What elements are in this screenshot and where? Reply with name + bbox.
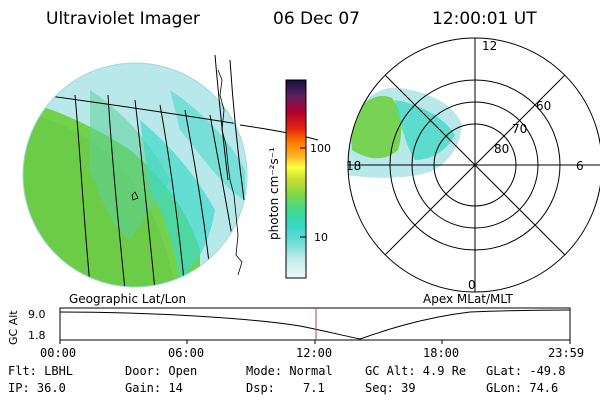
apex-label: Apex MLat/MLT [423,292,513,306]
time-tick-2: 12:00 [296,346,333,360]
ip-info: IP: 36.0 [8,381,66,395]
time-tick-3: 18:00 [423,346,460,360]
colorbar-unit-label: photon cm⁻²s⁻¹ [267,147,281,240]
mode-info: Mode: Normal [246,364,333,378]
gain-info: Gain: 14 [125,381,183,395]
colorbar-label-100: 100 [310,142,331,155]
time-tick-4: 23:59 [548,346,585,360]
glon-info: GLon: 74.6 [486,381,559,395]
door-info: Door: Open [125,364,198,378]
geographic-label: Geographic Lat/Lon [69,292,187,306]
time-tick-1: 06:00 [168,346,205,360]
date-label: 06 Dec 07 [273,9,360,29]
lat-label-70: 70 [512,122,527,136]
filter-info: Flt: LBHL [8,364,74,378]
geographic-image [22,54,319,288]
altitude-panel: GC Alt 9.0 1.8 [7,307,571,345]
mlt-label-6: 6 [576,159,584,173]
colorbar: 100 10 photon cm⁻²s⁻¹ [267,79,331,279]
glat-info: GLat: -49.8 [486,364,566,378]
lat-label-80: 80 [494,142,509,156]
dsp-value: 7.1 [303,381,325,395]
time-label: 12:00:01 UT [432,9,537,29]
time-tick-0: 00:00 [40,346,77,360]
seq-info: Seq: 39 [365,381,416,395]
mlt-label-18: 18 [346,159,361,173]
gc-alt-axis-label: GC Alt [7,310,20,345]
gc-alt-tick-bottom: 1.8 [28,329,46,342]
mlt-label-0: 0 [468,278,476,292]
instrument-title: Ultraviolet Imager [46,9,200,29]
polar-plot: 12 18 6 0 60 70 80 [346,37,600,293]
gc-alt-tick-top: 9.0 [28,308,46,321]
lat-label-60: 60 [536,99,551,113]
dsp-label: Dsp: [246,381,275,395]
colorbar-label-10: 10 [314,231,328,244]
mlt-label-12: 12 [482,39,497,53]
gc-alt-info: GC Alt: 4.9 Re [365,364,467,378]
